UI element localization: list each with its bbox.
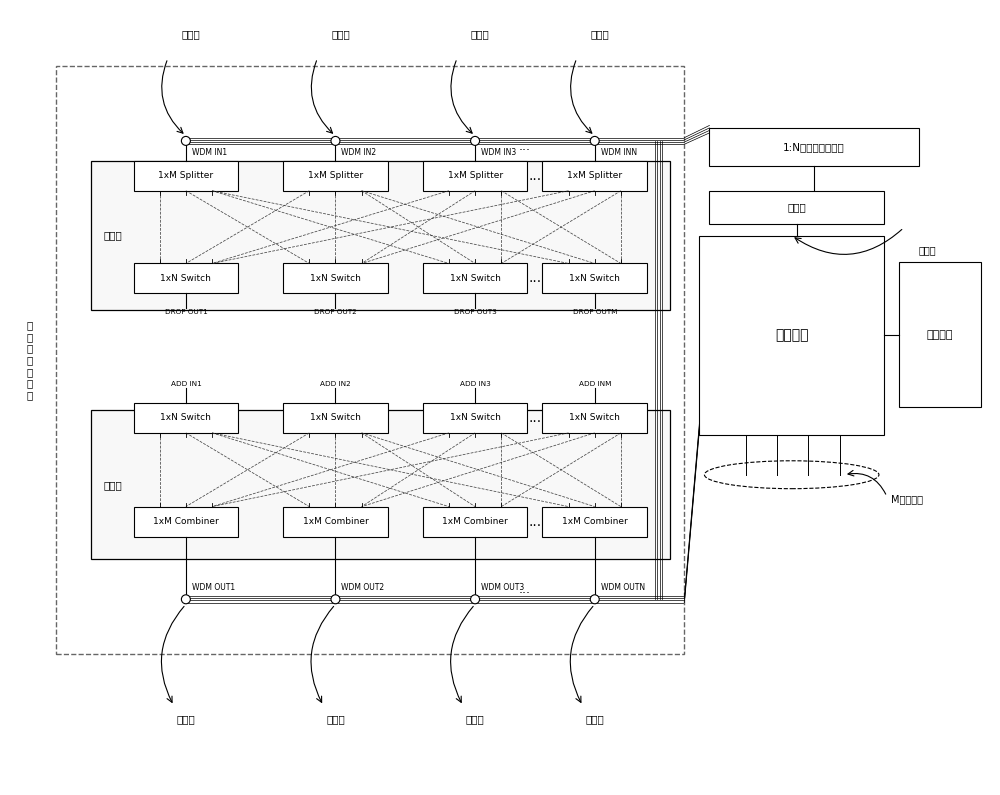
- Text: 1xN Switch: 1xN Switch: [310, 274, 361, 283]
- Bar: [709, 128, 919, 166]
- Text: 合波器: 合波器: [177, 714, 195, 724]
- Text: 1xN Switch: 1xN Switch: [569, 274, 620, 283]
- Text: ...: ...: [528, 271, 541, 285]
- Bar: [542, 161, 647, 191]
- Text: ADD INM: ADD INM: [579, 381, 611, 387]
- Text: 收发模块: 收发模块: [775, 328, 808, 342]
- Text: DROP OUT2: DROP OUT2: [314, 309, 357, 316]
- Text: WDM OUT3: WDM OUT3: [481, 584, 524, 592]
- Text: M个输出端: M个输出端: [891, 494, 923, 505]
- Circle shape: [471, 595, 480, 603]
- Text: 1:N的光路选择开关: 1:N的光路选择开关: [783, 142, 845, 152]
- Bar: [423, 506, 527, 537]
- Text: WDM IN2: WDM IN2: [341, 148, 377, 157]
- Text: 1xM Splitter: 1xM Splitter: [158, 171, 213, 180]
- Bar: [283, 263, 388, 293]
- Text: 1xM Splitter: 1xM Splitter: [448, 171, 503, 180]
- Bar: [709, 191, 884, 223]
- Text: 合波器: 合波器: [585, 714, 604, 724]
- Text: ADD IN1: ADD IN1: [171, 381, 201, 387]
- Text: 分波器: 分波器: [471, 29, 489, 39]
- Text: ...: ...: [528, 169, 541, 183]
- Text: 1xN Switch: 1xN Switch: [450, 274, 501, 283]
- Bar: [542, 403, 647, 432]
- Circle shape: [331, 137, 340, 145]
- Text: 合波器: 合波器: [326, 714, 345, 724]
- Text: WDM INN: WDM INN: [601, 148, 637, 157]
- Circle shape: [181, 137, 190, 145]
- Text: WDM IN3: WDM IN3: [481, 148, 516, 157]
- Bar: [542, 506, 647, 537]
- Bar: [699, 235, 884, 435]
- Text: ...: ...: [528, 411, 541, 425]
- Text: 1xN Switch: 1xN Switch: [450, 413, 501, 422]
- Text: 处理模块: 处理模块: [927, 330, 953, 339]
- Circle shape: [181, 595, 190, 603]
- Text: 1xM Splitter: 1xM Splitter: [567, 171, 622, 180]
- Text: ADD IN3: ADD IN3: [460, 381, 490, 387]
- Bar: [423, 403, 527, 432]
- Text: DROP OUTM: DROP OUTM: [573, 309, 617, 316]
- Text: 滤波器: 滤波器: [787, 202, 806, 212]
- Text: 分波器: 分波器: [181, 29, 200, 39]
- Text: DROP OUT3: DROP OUT3: [454, 309, 496, 316]
- Circle shape: [590, 595, 599, 603]
- Bar: [91, 161, 670, 310]
- Bar: [283, 161, 388, 191]
- Bar: [134, 403, 238, 432]
- Bar: [283, 403, 388, 432]
- Text: WDM OUT1: WDM OUT1: [192, 584, 235, 592]
- Text: ADD IN2: ADD IN2: [320, 381, 351, 387]
- Text: WDM OUT2: WDM OUT2: [341, 584, 385, 592]
- Bar: [423, 263, 527, 293]
- Text: 1xN Switch: 1xN Switch: [310, 413, 361, 422]
- Bar: [542, 263, 647, 293]
- Text: 1xN Switch: 1xN Switch: [160, 413, 211, 422]
- Bar: [134, 161, 238, 191]
- Text: WDM OUTN: WDM OUTN: [601, 584, 645, 592]
- Bar: [134, 506, 238, 537]
- Circle shape: [471, 137, 480, 145]
- Text: DROP OUT1: DROP OUT1: [165, 309, 207, 316]
- Text: 分波器: 分波器: [590, 29, 609, 39]
- Bar: [56, 66, 684, 654]
- Bar: [134, 263, 238, 293]
- Circle shape: [331, 595, 340, 603]
- Text: ...: ...: [519, 141, 531, 153]
- Circle shape: [590, 137, 599, 145]
- Text: 1xM Combiner: 1xM Combiner: [562, 517, 628, 526]
- Bar: [423, 161, 527, 191]
- Text: 1xM Combiner: 1xM Combiner: [303, 517, 368, 526]
- Text: 常
规
多
播
光
开
关: 常 规 多 播 光 开 关: [26, 320, 32, 400]
- Bar: [899, 262, 981, 407]
- Text: 1xN Switch: 1xN Switch: [569, 413, 620, 422]
- Bar: [283, 506, 388, 537]
- Text: 输入端: 输入端: [919, 246, 936, 255]
- Text: 上波侧: 上波侧: [104, 479, 122, 490]
- Text: 合波器: 合波器: [466, 714, 484, 724]
- Text: 1xM Combiner: 1xM Combiner: [442, 517, 508, 526]
- Text: 1xN Switch: 1xN Switch: [160, 274, 211, 283]
- Text: ...: ...: [528, 514, 541, 529]
- Text: 下波侧: 下波侧: [104, 231, 122, 241]
- Bar: [91, 410, 670, 560]
- Text: WDM IN1: WDM IN1: [192, 148, 227, 157]
- Text: 1xM Combiner: 1xM Combiner: [153, 517, 219, 526]
- Text: ...: ...: [519, 583, 531, 595]
- Text: 1xM Splitter: 1xM Splitter: [308, 171, 363, 180]
- Text: 分波器: 分波器: [331, 29, 350, 39]
